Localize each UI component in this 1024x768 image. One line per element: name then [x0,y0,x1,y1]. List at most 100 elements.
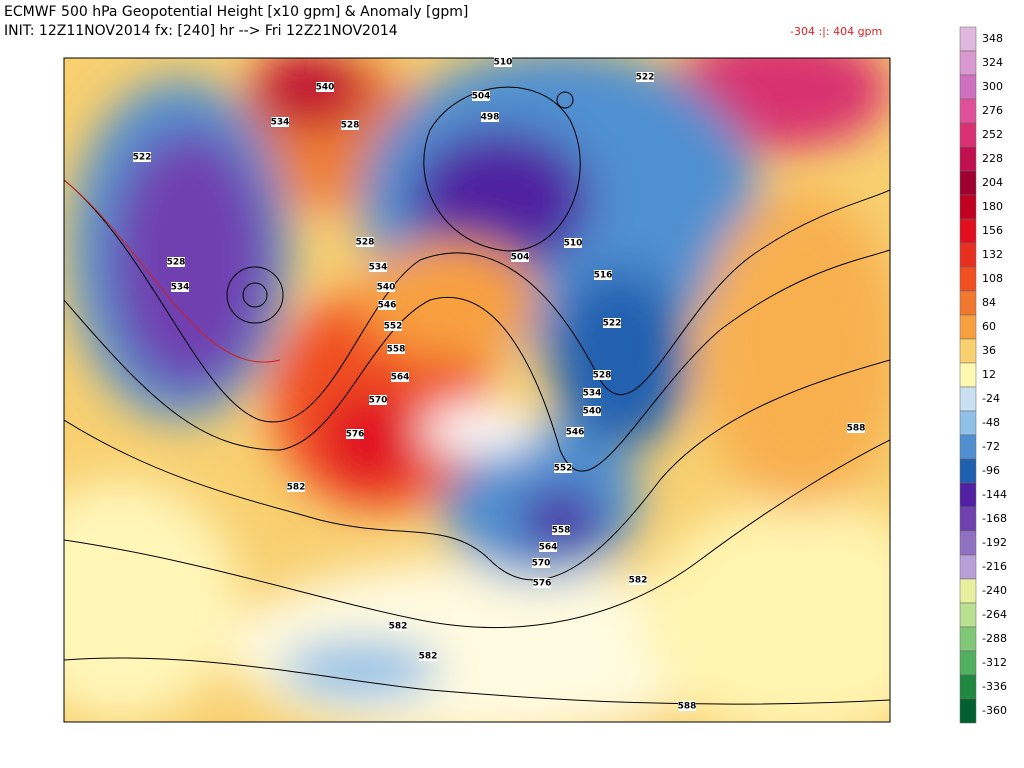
contour-label-bg [603,318,621,328]
colorbar-label: -312 [982,656,1007,669]
contour-label: 534 [369,263,388,273]
contour-label-bg [341,120,359,130]
contour-label-bg [133,152,151,162]
colorbar-swatch [959,650,977,676]
contour-label: 552 [384,322,403,332]
colorbar-label: 180 [982,200,1003,213]
contour-label: 564 [391,373,410,383]
colorbar-label: 276 [982,104,1003,117]
colorbar-label: -96 [982,464,1000,477]
colorbar-label: -48 [982,416,1000,429]
colorbar-label: 36 [982,344,996,357]
colorbar-swatch [959,578,977,604]
contour-label: 570 [532,559,551,569]
contour-label: 582 [419,652,438,662]
contour-label: 528 [593,371,612,381]
colorbar-label: 228 [982,152,1003,165]
colorbar-swatch [959,434,977,460]
contour-label: 582 [287,483,306,493]
contour-label-bg [678,701,696,711]
colorbar-label: -144 [982,488,1007,501]
init-line: INIT: 12Z11NOV2014 fx: [240] hr --> Fri … [4,23,398,39]
colorbar-label: -360 [982,704,1007,717]
contour-label-bg [564,238,582,248]
colorbar-label: 300 [982,80,1003,93]
contours [64,86,890,705]
contour-label: 528 [356,238,375,248]
contour-label-bg [533,578,551,588]
contour-label-bg [481,112,499,122]
contour-label: 510 [564,239,583,249]
colorbar-swatch [959,122,977,148]
colorbar-swatch [959,602,977,628]
colorbar-swatch [959,674,977,700]
contour-label-bg [847,423,865,433]
contour-label-bg [389,621,407,631]
contour-label-bg [419,651,437,661]
colorbar-swatch [959,530,977,556]
contour-label-bg [316,82,334,92]
contour-label-bg [511,252,529,262]
contour-label: 546 [566,428,585,438]
colorbar-swatch [959,626,977,652]
colorbar-swatch [959,218,977,244]
contour-label-bg [566,427,584,437]
colorbar-label: 156 [982,224,1003,237]
contour-label: 540 [583,407,602,417]
colorbar-swatch [959,506,977,532]
title: ECMWF 500 hPa Geopotential Height [x10 g… [4,4,468,20]
contour-label-bg [378,300,396,310]
contour-label-bg [171,282,189,292]
contour-label-bg [387,344,405,354]
colorbar-label: -192 [982,536,1007,549]
colorbar-swatch [959,98,977,124]
contour-label: 534 [583,389,602,399]
map-frame [63,57,891,723]
contour-label: 504 [511,253,530,263]
colorbar-label: -288 [982,632,1007,645]
colorbar-swatch [959,482,977,508]
colorbar-label: -240 [982,584,1007,597]
contour-label-bg [636,72,654,82]
colorbar-swatch [959,554,977,580]
colorbar-swatch [959,410,977,436]
colorbar-swatch [959,170,977,196]
colorbar-label: -336 [982,680,1007,693]
colorbar-label: -72 [982,440,1000,453]
contour-label-bg [494,57,512,67]
contour-label-bg [593,370,611,380]
contour-label-bg [532,558,550,568]
contour-label: 582 [629,576,648,586]
contour-label: 528 [167,258,186,268]
contour-labels: 540 534 528 522 528 534 528 534 540 546 552 558 564 5… [133,57,866,712]
colorbar-label: 324 [982,56,1003,69]
contour-label-bg [472,91,490,101]
contour-label: 576 [346,430,365,440]
colorbar-swatch [959,458,977,484]
contour-label: 516 [594,271,613,281]
colorbar-swatch [959,386,977,412]
contour-label: 558 [552,526,571,536]
range-text: -304 :|: 404 gpm [790,25,882,38]
anomaly-line [64,179,281,363]
contour-label-bg [369,262,387,272]
contour-label-bg [539,542,557,552]
contour-label: 546 [378,301,397,311]
contour-label-bg [552,525,570,535]
contour-label-bg [391,372,409,382]
contour-label: 534 [271,118,290,128]
colorbar-label: 252 [982,128,1003,141]
colorbar-swatch [959,338,977,364]
contour-label-bg [554,463,572,473]
contour-label: 582 [389,622,408,632]
colorbar-swatch [959,242,977,268]
colorbar-swatch [959,50,977,76]
colorbar-swatch [959,266,977,292]
contour-label: 570 [369,396,388,406]
contour-label: 588 [847,424,866,434]
contour-label: 534 [171,283,190,293]
colorbar-swatch [959,698,977,724]
anomaly-field [64,58,890,722]
contour-label-bg [271,117,289,127]
contour-label-bg [629,575,647,585]
